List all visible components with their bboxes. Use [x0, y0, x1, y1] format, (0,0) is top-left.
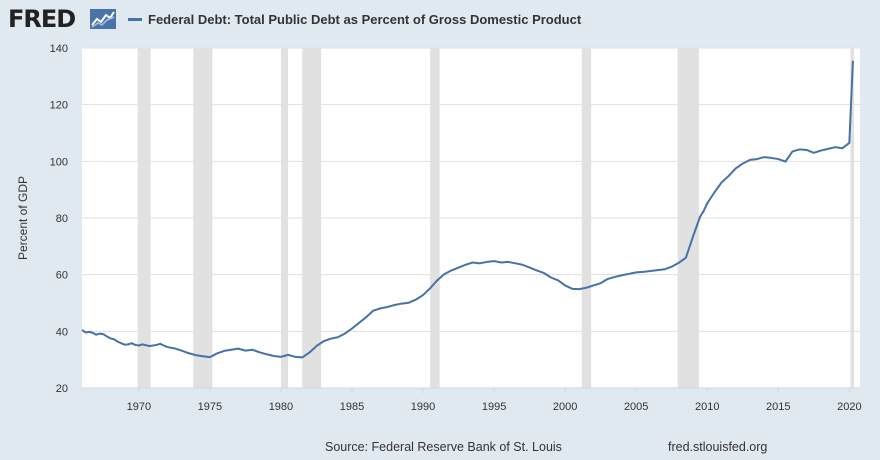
y-tick-label-100: 100	[50, 156, 68, 168]
y-tick-label-80: 80	[56, 213, 68, 225]
series-layer	[81, 60, 854, 359]
x-tick-label-1990: 1990	[411, 401, 435, 413]
x-tick-label-2005: 2005	[624, 401, 648, 413]
x-tick-label-2020: 2020	[837, 401, 861, 413]
legend[interactable]: Federal Debt: Total Public Debt as Perce…	[128, 12, 581, 27]
y-tick-label-140: 140	[50, 43, 68, 55]
y-tick-label-40: 40	[56, 326, 68, 338]
x-tick-label-2010: 2010	[695, 401, 719, 413]
x-tick-label-2015: 2015	[766, 401, 790, 413]
legend-label: Federal Debt: Total Public Debt as Perce…	[148, 12, 582, 27]
x-tick-label-2000: 2000	[553, 401, 577, 413]
x-tick-label-1980: 1980	[269, 401, 293, 413]
y-axis-ticks: 20 40 60 80 100 120 140	[50, 43, 68, 395]
source-note: Source: Federal Reserve Bank of St. Loui…	[325, 440, 562, 454]
x-axis-ticks: 1970 1975 1980 1985 1990 1995 2000 2005 2010 2015…	[82, 387, 862, 413]
logo-chart-icon	[90, 9, 116, 29]
y-tick-label-60: 60	[56, 270, 68, 282]
x-tick-label-1970: 1970	[127, 401, 151, 413]
x-tick-label-1985: 1985	[340, 401, 364, 413]
source-url[interactable]: fred.stlouisfed.org	[668, 440, 768, 454]
chart-header: FRED Federal Debt: Total Public Debt as …	[0, 0, 880, 40]
y-tick-label-120: 120	[50, 100, 68, 112]
fred-logo[interactable]: FRED	[8, 5, 76, 33]
x-tick-label-1975: 1975	[198, 401, 222, 413]
series-line-0[interactable]	[81, 60, 854, 359]
x-tick-label-1995: 1995	[482, 401, 506, 413]
y-tick-label-20: 20	[56, 383, 68, 395]
legend-swatch	[128, 18, 142, 21]
y-axis-label: Percent of GDP	[16, 176, 30, 260]
